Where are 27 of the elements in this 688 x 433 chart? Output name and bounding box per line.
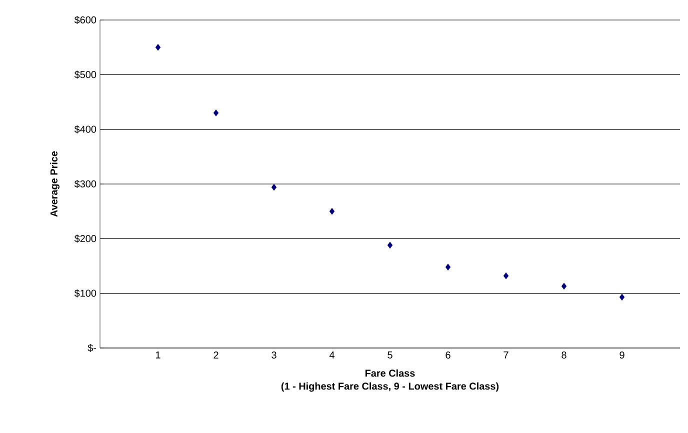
x-tick-label: 8 [562,352,566,359]
point [561,282,567,290]
point [619,294,625,301]
y-tick-label: $200 [74,234,96,243]
x-tick-label: 9 [620,352,624,359]
y-tick-label: $300 [74,180,96,188]
point [271,184,277,191]
point [387,242,393,249]
x-tick-label: 1 [156,352,160,358]
x-tick-label: 7 [504,352,508,358]
x-tick-label: 2 [214,352,218,358]
y-tick-label: $600 [74,16,96,24]
x-tick-label: 3 [272,352,276,359]
y-tick-label: $- [88,344,96,352]
point [445,264,451,270]
x-axis-title: Fare Class (1 - Highest Fare Class, 9 - Lowest Fare Class) [281,369,499,392]
point [503,272,509,280]
x-tick-label: 4 [329,352,334,358]
point [329,208,335,215]
y-tick-label: $500 [74,70,96,79]
y-tick-label: $100 [74,289,96,298]
point [213,110,219,116]
y-tick-label: $400 [74,125,96,134]
y-axis-title: Average Price [50,151,60,217]
x-tick-label: 5 [388,352,392,358]
x-tick-label: 6 [446,352,450,359]
point [155,44,161,51]
